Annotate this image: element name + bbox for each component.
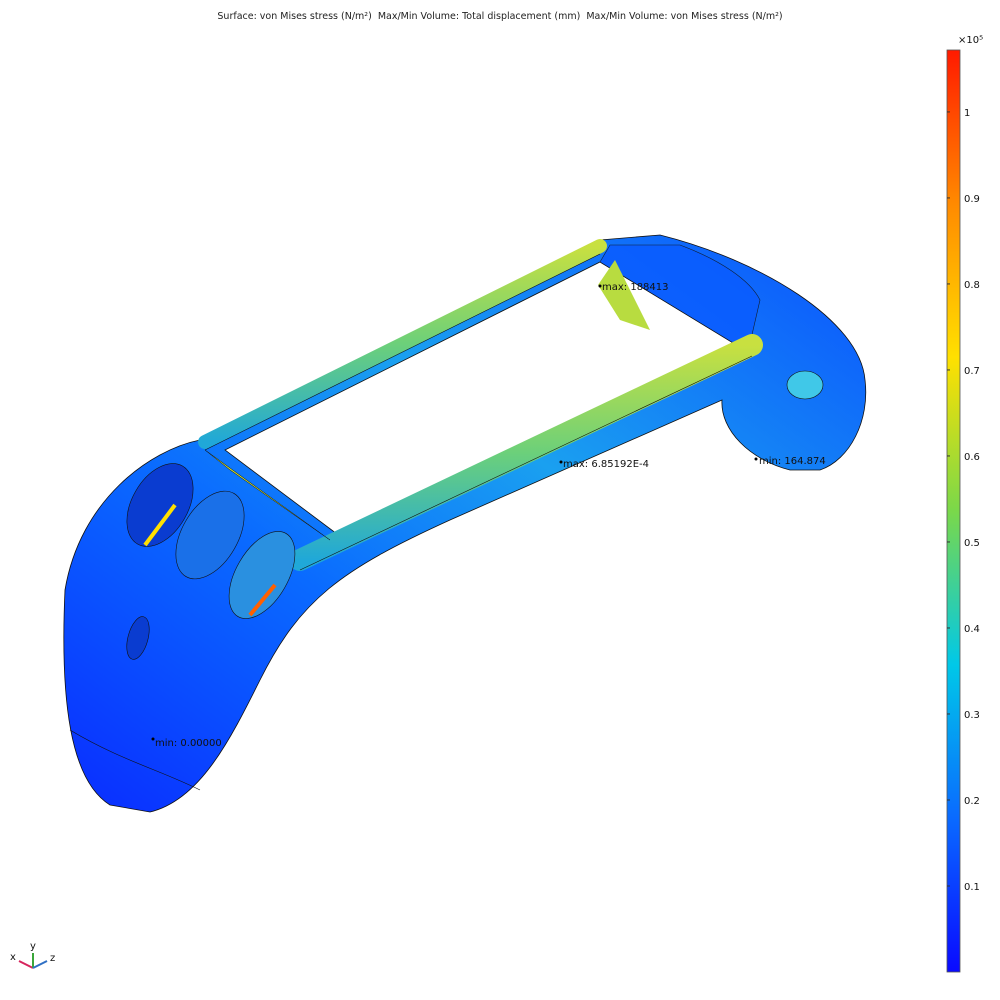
marker-dot: [559, 460, 563, 464]
title-surface: Surface: von Mises stress (N/m²): [217, 11, 372, 22]
x-axis-arrow: [18, 960, 34, 969]
corner-fillet: [204, 449, 331, 541]
slot-hole: [126, 463, 194, 547]
edge-line: [299, 355, 753, 571]
stress-highlight: [248, 583, 277, 617]
colorbar-tick-label: 0.6: [964, 452, 980, 463]
corner-fillet: [598, 260, 650, 330]
title-maxmin-stress: Max/Min Volume: von Mises stress (N/m²): [586, 11, 783, 22]
edge-line: [204, 253, 601, 451]
colorbar-tick-label: 0.2: [964, 796, 980, 807]
title-maxmin-displacement: Max/Min Volume: Total displacement (mm): [377, 11, 581, 22]
slot-hole: [175, 490, 245, 580]
bracket-model: [63, 234, 867, 813]
slot-hole: [126, 616, 150, 660]
marker-dot: [598, 284, 602, 288]
colorbar-exponent: ×10⁵: [958, 35, 983, 46]
stress-min-label: min: 164.874: [759, 456, 826, 467]
axes-triad: x y z: [10, 941, 55, 969]
colorbar-tick-label: 0.7: [964, 366, 980, 377]
z-axis-arrow: [32, 960, 48, 969]
colorbar-tick-label: 0.1: [964, 882, 980, 893]
marker-dot: [151, 737, 155, 741]
displacement-min-label: min: 0.00000: [155, 738, 222, 749]
y-axis-label: y: [30, 941, 36, 952]
front-rail: [289, 334, 763, 571]
slot-hole: [228, 531, 296, 619]
edge-line: [69, 729, 201, 791]
annotations: max: 188413 max: 6.85192E-4 min: 164.874…: [151, 282, 826, 749]
colorbar-tick-label: 0.8: [964, 280, 980, 291]
colorbar-tick-label: 0.4: [964, 624, 980, 635]
z-axis-label: z: [50, 953, 55, 964]
colorbar-bar: [946, 49, 961, 973]
end-hole: [786, 370, 824, 400]
x-axis-label: x: [10, 952, 16, 963]
marker-dot: [754, 457, 758, 461]
stress-max-label: max: 188413: [602, 282, 669, 293]
stress-highlight: [143, 503, 177, 547]
right-end-plate: [599, 244, 761, 353]
colorbar-tick-label: 0.5: [964, 538, 980, 549]
displacement-max-label: max: 6.85192E-4: [563, 459, 649, 470]
colorbar-tick-label: 1: [964, 108, 970, 119]
top-rail: [198, 239, 607, 449]
colorbar-tick-label: 0.9: [964, 194, 980, 205]
colorbar: ×10⁵ 0.1 0.2 0.3 0.4 0.5 0.6 0.7 0.8 0.9 1: [946, 35, 983, 973]
colorbar-tick-label: 0.3: [964, 710, 980, 721]
plot-title: Surface: von Mises stress (N/m²) Max/Min…: [0, 11, 1000, 22]
